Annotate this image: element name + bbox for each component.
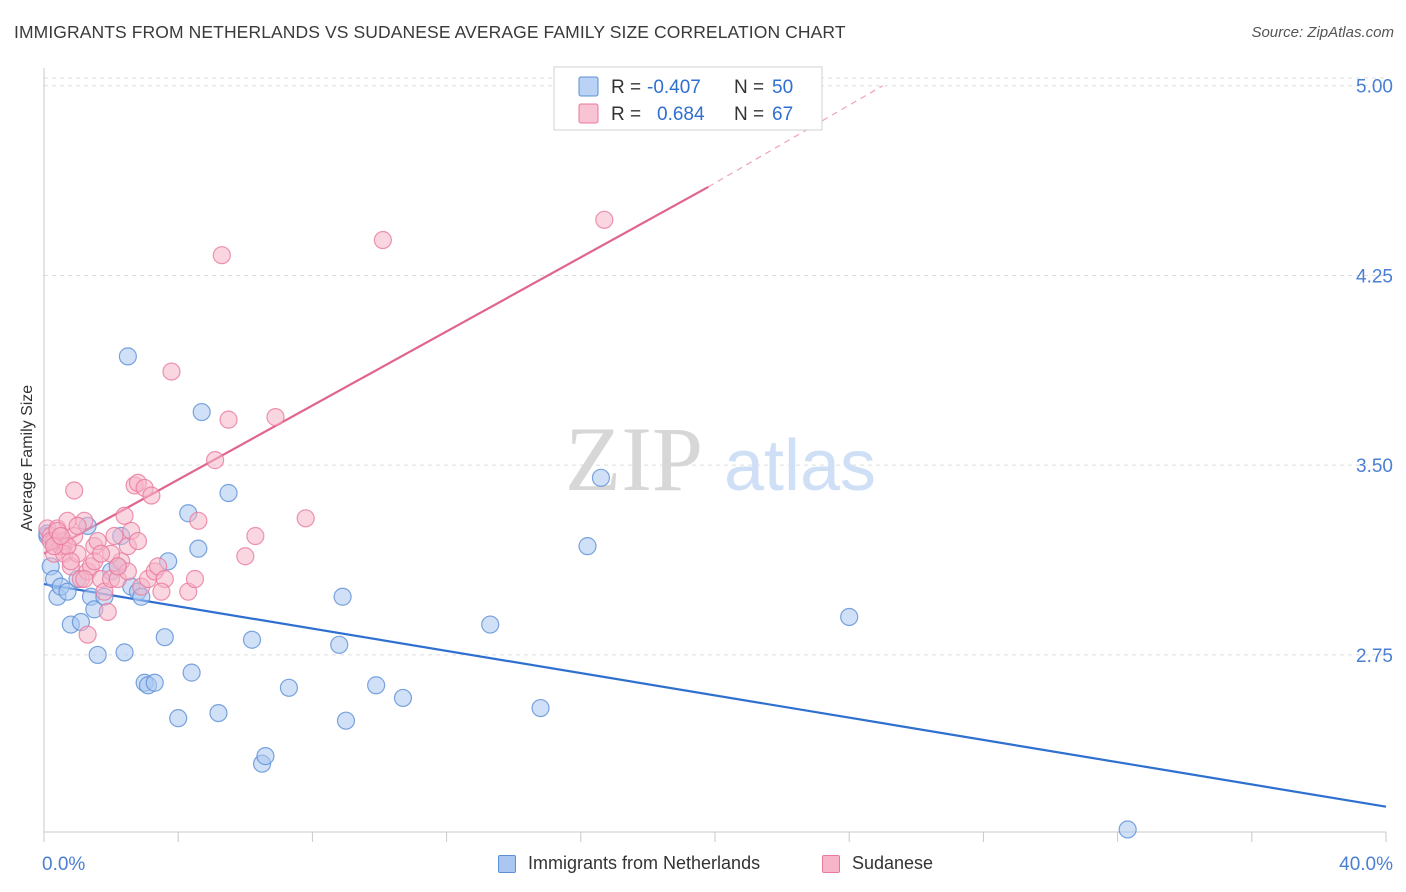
data-point-blue (840, 607, 859, 627)
y-axis-label: Average Family Size (19, 384, 36, 532)
watermark: ZIP atlas (565, 408, 876, 510)
data-point-blue (192, 402, 211, 422)
data-point-blue (118, 347, 137, 366)
y-tick-label: 3.50 (1356, 456, 1393, 477)
x-tick-label: 0.0% (42, 854, 85, 875)
data-point-blue (115, 643, 134, 662)
stats-r-value-blue: -0.407 (647, 77, 701, 98)
data-point-blue (209, 703, 228, 723)
legend-item-netherlands[interactable]: Immigrants from Netherlands (498, 853, 760, 874)
data-point-blue (169, 709, 188, 728)
x-tick-label: 40.0% (1339, 854, 1393, 875)
data-point-pink (189, 511, 208, 530)
stats-r-value-pink: 0.684 (657, 104, 705, 125)
data-point-pink (595, 210, 614, 229)
data-point-pink (236, 547, 255, 566)
grid-lines (44, 77, 1386, 656)
data-point-blue (88, 645, 107, 665)
data-point-pink (219, 410, 238, 429)
data-point-pink (128, 531, 148, 551)
data-point-pink (65, 481, 84, 500)
stats-n-value-blue: 50 (772, 77, 793, 98)
data-point-pink (296, 509, 315, 528)
data-point-pink (162, 362, 181, 381)
data-point-blue (336, 711, 356, 730)
data-point-blue (531, 698, 550, 718)
data-point-pink (75, 569, 94, 589)
data-point-pink (152, 582, 171, 601)
stats-legend-box (553, 66, 823, 131)
data-point-pink (246, 526, 265, 546)
data-point-blue (58, 582, 77, 601)
data-point-blue (219, 483, 238, 503)
legend-label-sudanese: Sudanese (852, 853, 934, 873)
data-point-blue (578, 537, 597, 556)
data-point-pink (108, 557, 127, 576)
watermark-zip: ZIP (565, 408, 703, 510)
legend-item-sudanese[interactable]: Sudanese (822, 853, 933, 874)
data-point-blue (393, 688, 413, 708)
data-point-pink (373, 230, 392, 250)
stats-n-label-pink: N = (734, 104, 764, 125)
data-point-pink (266, 408, 285, 427)
stats-legend-swatch-pink (578, 103, 599, 124)
data-point-pink (61, 552, 80, 571)
trend-line-blue (43, 582, 1387, 808)
data-point-pink (115, 506, 134, 525)
data-point-pink (105, 526, 124, 546)
stats-n-label-blue: N = (734, 77, 764, 98)
stats-n-value-pink: 67 (772, 104, 793, 125)
source-label: Source: ZipAtlas.com (1251, 24, 1394, 41)
legend-label-netherlands: Immigrants from Netherlands (528, 853, 761, 873)
trend-lines (43, 85, 1387, 808)
stats-legend-swatch-blue (578, 76, 599, 97)
data-point-pink (185, 569, 205, 589)
data-point-blue (242, 630, 262, 649)
stats-r-label-pink: R = (611, 104, 641, 125)
data-point-pink (68, 516, 87, 535)
legend-swatch-blue (498, 854, 516, 873)
data-point-blue (591, 468, 611, 487)
data-point-blue (1118, 820, 1137, 839)
data-point-blue (256, 747, 275, 766)
y-tick-label: 2.75 (1356, 646, 1393, 667)
axes (43, 68, 1387, 842)
watermark-atlas: atlas (724, 426, 876, 506)
trend-extension-pink (707, 85, 884, 188)
data-point-blue (145, 673, 164, 692)
data-point-blue (481, 615, 500, 634)
y-tick-label: 4.25 (1356, 266, 1393, 287)
data-points (38, 210, 1137, 839)
data-point-blue (333, 587, 352, 606)
data-point-pink (91, 544, 111, 563)
legend-swatch-pink (822, 854, 840, 873)
y-tick-label: 5.00 (1356, 77, 1393, 98)
stats-r-label-blue: R = (611, 77, 641, 98)
data-point-blue (155, 628, 174, 647)
data-point-pink (142, 486, 161, 505)
data-point-pink (98, 602, 117, 622)
data-point-pink (78, 625, 97, 644)
bottom-legend: Immigrants from Netherlands Sudanese (0, 853, 1406, 877)
stats-legend: R = -0.407 N = 50 R = 0.684 N = 67 (553, 66, 823, 131)
data-point-pink (212, 246, 231, 265)
data-point-blue (367, 676, 386, 695)
data-point-pink (51, 526, 70, 546)
data-point-blue (182, 663, 201, 682)
data-point-pink (206, 451, 225, 470)
data-point-blue (330, 635, 349, 654)
data-point-blue (189, 539, 208, 558)
chart-title: IMMIGRANTS FROM NETHERLANDS VS SUDANESE … (14, 22, 846, 42)
data-point-blue (279, 678, 299, 697)
tick-labels: 2.75 3.50 4.25 5.00 0.0% 40.0% (42, 77, 1393, 875)
